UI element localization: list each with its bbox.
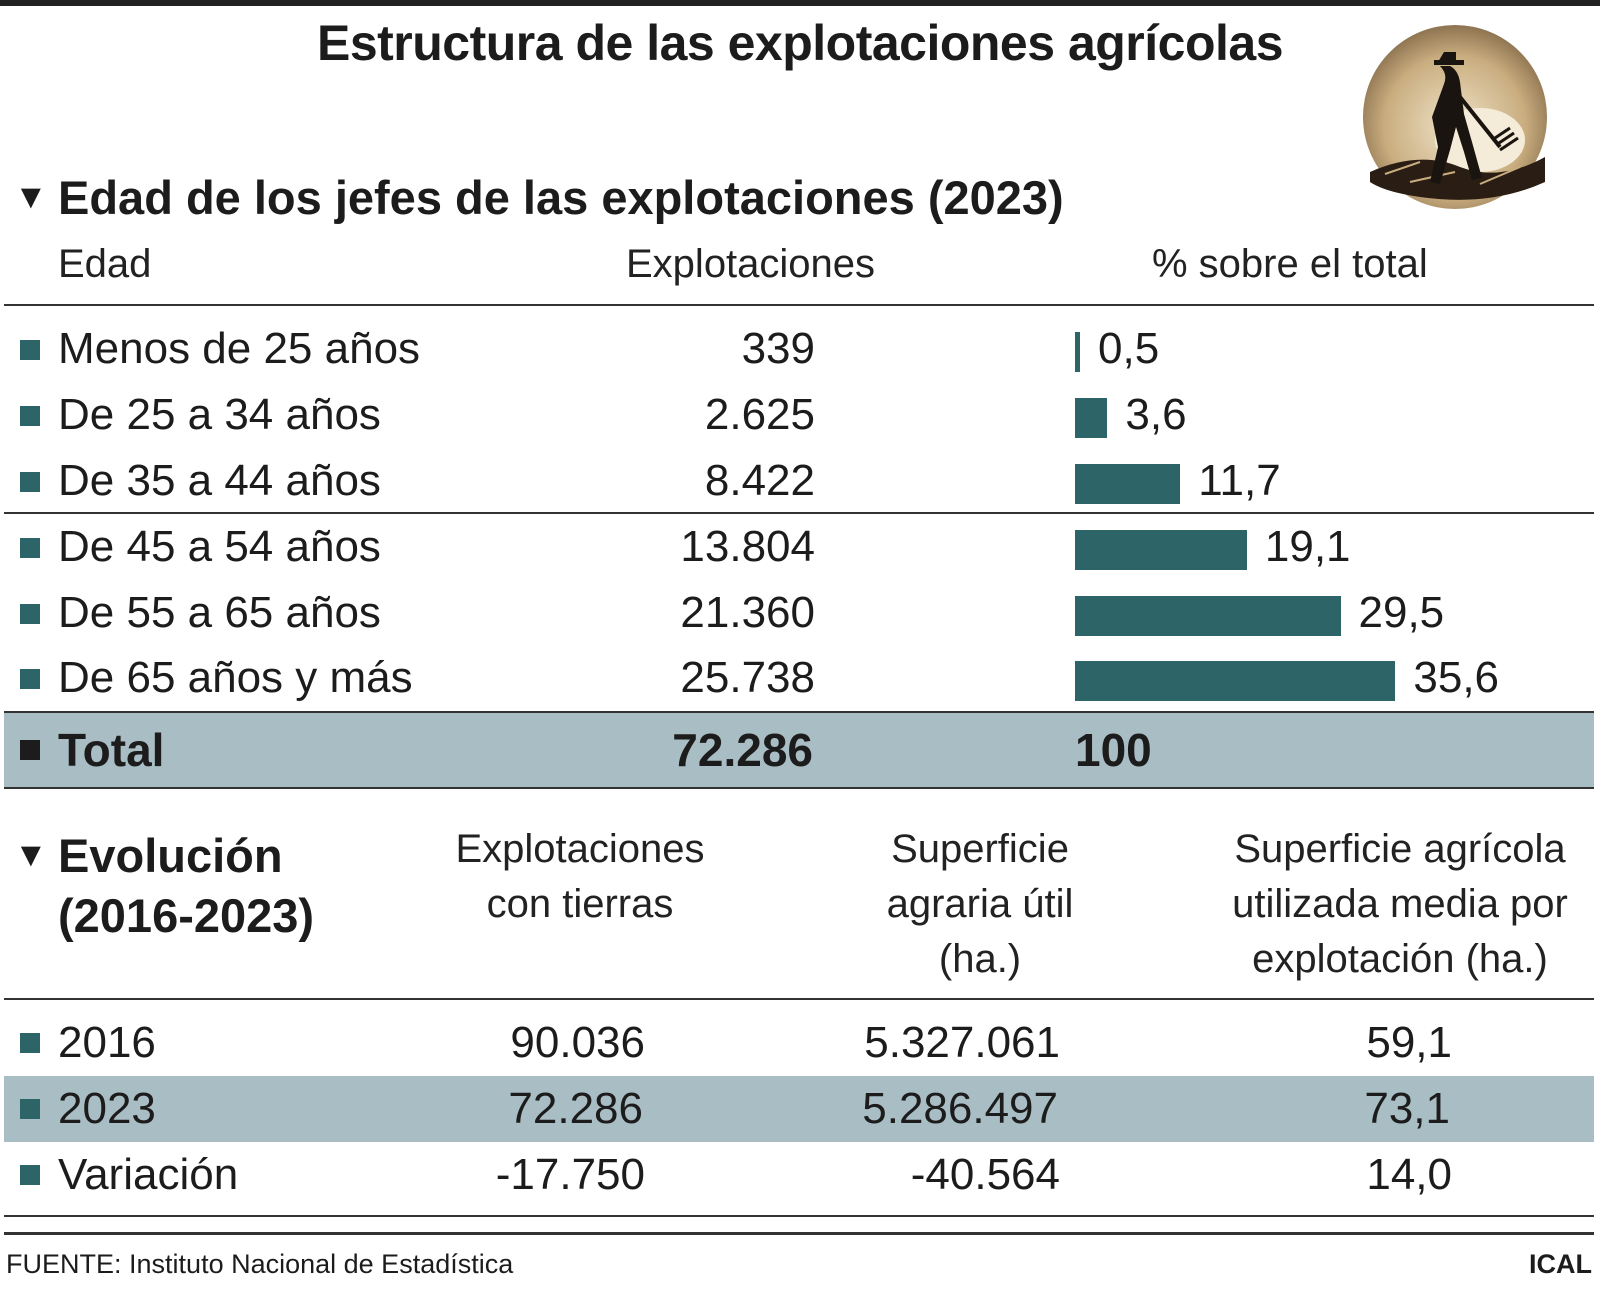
table-row: Variación -17.750 -40.564 14,0 [0,1142,1600,1208]
top-rule [0,0,1600,6]
row-marker [20,1165,40,1185]
col-header-explotaciones: Explotaciones con tierras [455,827,705,926]
row-count: 21.360 [680,588,815,637]
col-header-media: Superficie agrícola utilizada media por … [1232,827,1568,981]
divider [4,998,1594,1000]
row-year: Variación [58,1150,239,1199]
data-label-5: 35,6 [1413,653,1500,702]
row-label: De 55 a 65 años [58,588,381,637]
data-label-3: 19,1 [1264,522,1351,571]
divider [4,1232,1594,1235]
row-count: 2.625 [704,390,815,439]
row-count: 339 [741,324,815,373]
row-year: 2023 [58,1084,156,1133]
divider [4,787,1594,789]
bar-4 [1075,596,1341,636]
data-label-4: 29,5 [1358,588,1445,637]
row-marker [20,538,40,558]
farmer-with-pitchfork-icon [1363,25,1547,209]
total-row: Total 72.286 100 [4,713,1594,787]
data-label-2: 11,7 [1198,456,1281,505]
col-header-age: Edad [58,242,152,286]
triangle-down-icon: ▼ [14,836,48,874]
row-year: 2016 [58,1018,156,1067]
row-marker [20,1099,40,1119]
table-row: 2023 72.286 5.286.497 73,1 [4,1076,1594,1142]
divider [4,711,1594,713]
table-row: De 65 años y más 25.738 35,6 [0,647,1600,711]
row-label: De 25 a 34 años [58,390,381,439]
col-header-count: Explotaciones [626,242,876,286]
col-header-pct: % sobre el total [1152,242,1428,286]
source-note: FUENTE: Instituto Nacional de Estadístic… [6,1249,513,1280]
row-count: 13.804 [680,522,815,571]
age-section-heading: Edad de los jefes de las explotaciones (… [58,171,1064,224]
table-row: De 45 a 54 años 13.804 19,1 [0,516,1600,580]
divider [4,1215,1594,1217]
col-header-superficie: Superficie agraria útil (ha.) [886,827,1074,981]
cell-media: 14,0 [1366,1150,1452,1199]
table-row: De 25 a 34 años 2.625 3,6 [0,384,1600,448]
divider [4,512,1594,514]
divider [4,304,1594,306]
triangle-down-icon: ▼ [14,178,48,216]
cell-explotaciones: -17.750 [495,1150,645,1199]
cell-explotaciones: 72.286 [508,1084,643,1133]
row-label: Menos de 25 años [58,324,421,373]
row-label: De 45 a 54 años [58,522,381,571]
cell-superficie: -40.564 [910,1150,1060,1199]
row-count: 8.422 [704,456,815,505]
table-row: De 55 a 65 años 21.360 29,5 [0,582,1600,646]
bar-0 [1075,332,1080,372]
bar-1 [1075,398,1108,438]
row-marker [20,406,40,426]
source-text: Instituto Nacional de Estadística [129,1249,514,1279]
row-marker [20,472,40,492]
row-count: 25.738 [680,653,815,702]
cell-media: 59,1 [1366,1018,1452,1067]
bar-5 [1075,661,1396,701]
data-label-1: 3,6 [1125,390,1187,439]
row-marker [20,1033,40,1053]
cell-media: 73,1 [1364,1084,1450,1133]
row-label: De 65 años y más [58,653,413,702]
row-marker [20,604,40,624]
row-label: De 35 a 44 años [58,456,381,505]
table-row: De 35 a 44 años 8.422 11,7 [0,450,1600,514]
evo-section-period: (2016-2023) [58,889,315,942]
data-label-0: 0,5 [1098,324,1160,373]
table-row: Menos de 25 años 339 0,5 [0,318,1600,382]
total-label: Total [58,724,165,776]
cell-superficie: 5.286.497 [862,1084,1058,1133]
page-title: Estructura de las explotaciones agrícola… [317,15,1284,71]
evo-section-heading: Evolución [58,829,283,882]
row-marker [20,340,40,360]
table-row: 2016 90.036 5.327.061 59,1 [0,1010,1600,1076]
row-marker [20,669,40,689]
cell-explotaciones: 90.036 [510,1018,645,1067]
total-count: 72.286 [672,724,813,776]
bar-2 [1075,464,1181,504]
cell-superficie: 5.327.061 [864,1018,1060,1067]
row-marker [20,740,40,760]
total-pct: 100 [1075,724,1152,776]
bar-3 [1075,530,1247,570]
brand-label: ICAL [1529,1249,1592,1279]
source-label: FUENTE: [6,1249,122,1279]
